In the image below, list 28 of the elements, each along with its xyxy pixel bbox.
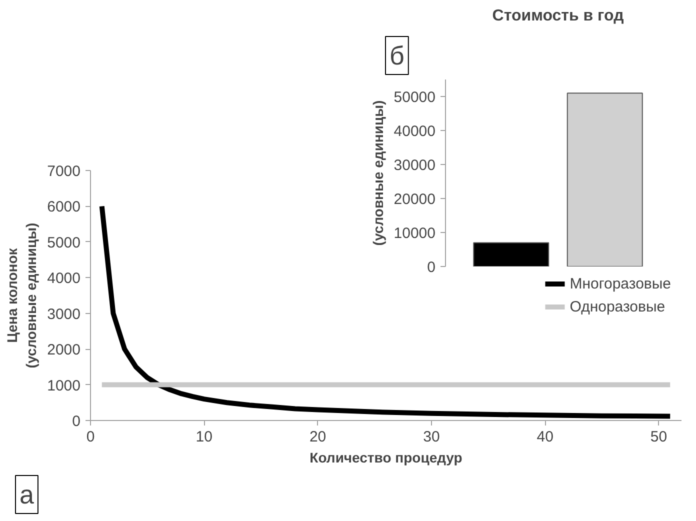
x-tick-label: 30 — [423, 428, 440, 446]
y-tick-label: 50000 — [394, 89, 436, 106]
x-tick-label: 10 — [196, 428, 212, 446]
y-tick-label: 7000 — [47, 163, 81, 180]
y-tick-label: 6000 — [47, 198, 81, 216]
x-tick-label: 40 — [536, 428, 554, 446]
y-axis-title: Цена колонок (условные единицы) — [4, 222, 40, 368]
y-axis-title: (условные единицы) — [370, 100, 386, 246]
legend-label: Многоразовые — [570, 275, 671, 292]
y-tick-label: 0 — [427, 259, 436, 276]
y-tick-label: 30000 — [394, 157, 436, 174]
y-tick-label: 5000 — [47, 234, 81, 252]
y-tick-label: 0 — [72, 413, 80, 430]
y-tick-label: 10000 — [394, 225, 436, 242]
chart-title: Стоимость в год — [492, 8, 624, 24]
legend-label: Одноразовые — [570, 298, 666, 315]
y-tick-label: 1000 — [47, 377, 81, 394]
text: а — [20, 480, 34, 510]
y-tick-label: 2000 — [47, 342, 81, 359]
y-tick-label: 3000 — [47, 306, 81, 323]
y-tick-label: 40000 — [394, 123, 436, 140]
x-tick-label: 20 — [309, 428, 326, 446]
x-tick-label: 0 — [86, 428, 95, 446]
x-axis-title: Количество процедур — [310, 450, 462, 466]
text: б — [390, 40, 404, 70]
y-tick-label: 20000 — [394, 191, 436, 208]
x-tick-label: 50 — [650, 428, 668, 446]
y-tick-label: 4000 — [47, 270, 81, 288]
